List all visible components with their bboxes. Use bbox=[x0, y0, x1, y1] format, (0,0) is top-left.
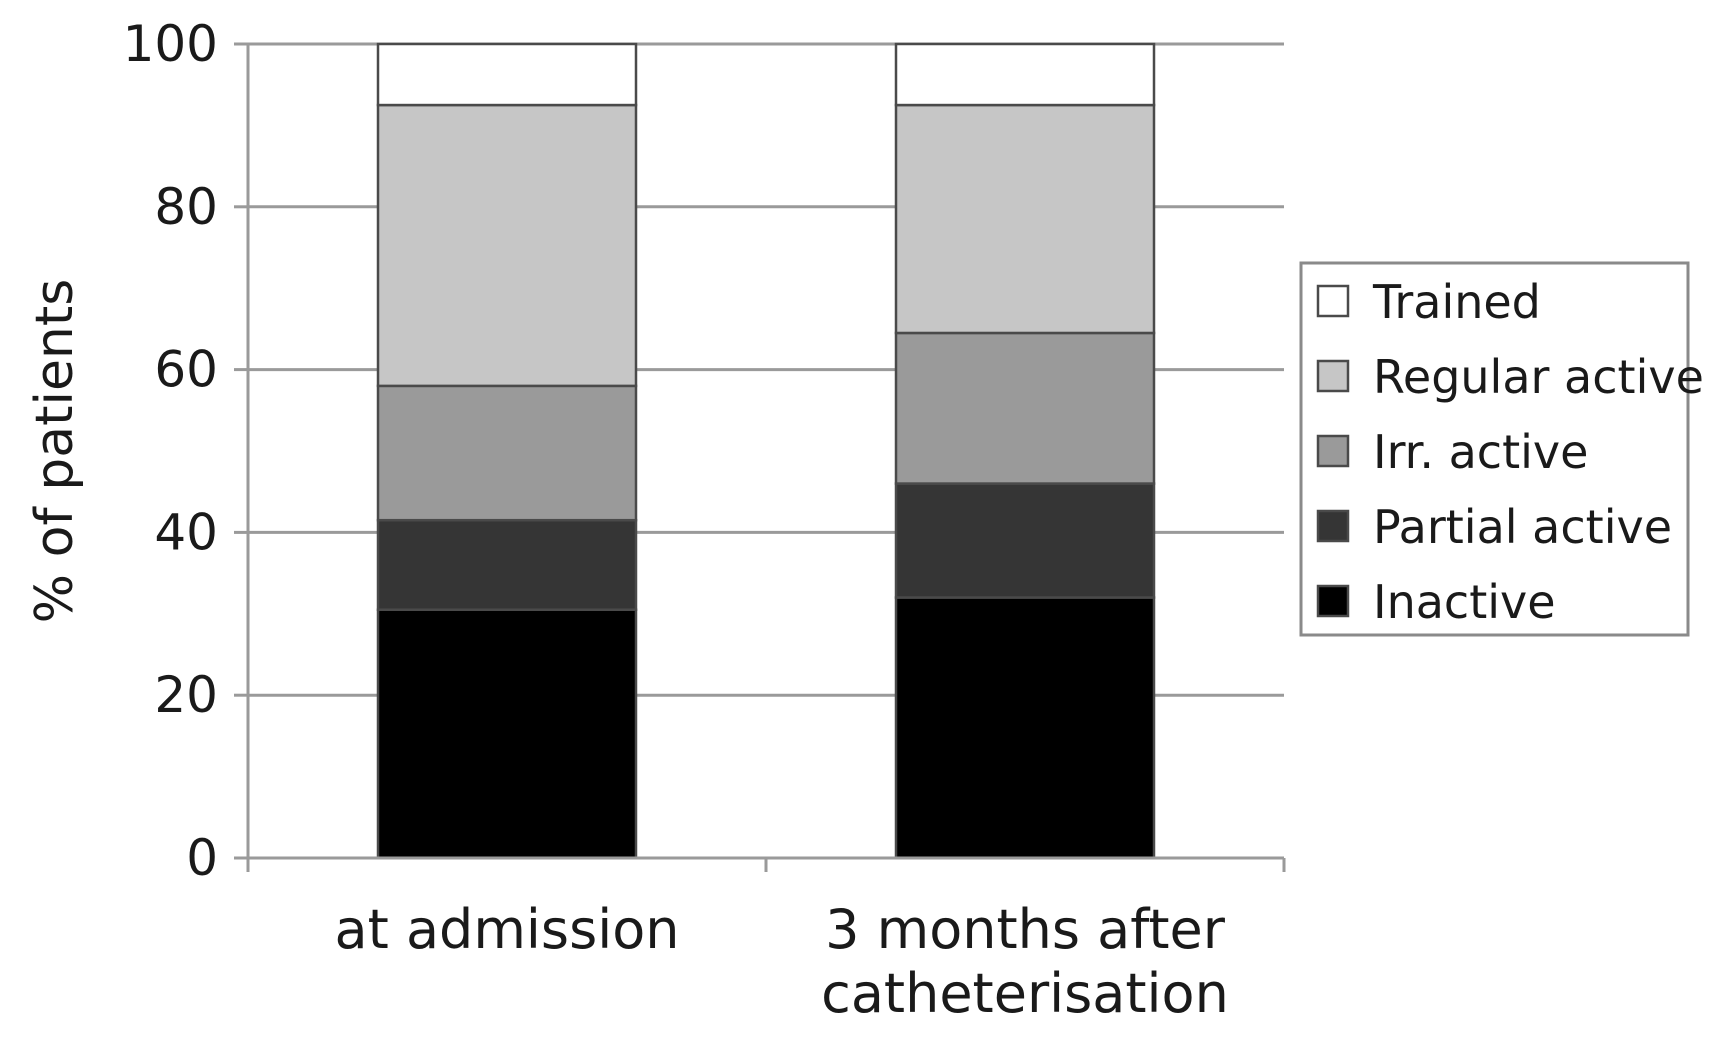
x-category-label: 3 months after bbox=[825, 898, 1226, 961]
legend-label: Irr. active bbox=[1373, 425, 1588, 479]
bar-segment-regular-active bbox=[894, 103, 1156, 335]
legend-swatch bbox=[1316, 584, 1350, 618]
y-tick-label: 20 bbox=[154, 666, 218, 724]
legend-label: Regular active bbox=[1373, 350, 1704, 404]
legend-label: Partial active bbox=[1373, 500, 1672, 554]
bar-stacks bbox=[376, 42, 1156, 860]
x-category-labels: at admission 3 months aftercatheterisatio… bbox=[335, 898, 1229, 1025]
y-tick-label: 60 bbox=[154, 341, 218, 399]
bar-segment-trained bbox=[894, 42, 1156, 107]
y-axis-label: % of patients bbox=[25, 279, 85, 624]
legend-box bbox=[1299, 261, 1690, 637]
bar-segment-regular-active bbox=[376, 103, 638, 388]
bar-segment-partial-active bbox=[376, 518, 638, 611]
y-tick-label: 80 bbox=[154, 178, 218, 236]
y-tick-label: 0 bbox=[186, 829, 218, 887]
bar-segment-irr-active bbox=[376, 384, 638, 522]
legend: Trained Regular active Irr. active Partial … bbox=[1299, 261, 1704, 637]
x-category-label: at admission bbox=[335, 898, 680, 961]
legend-swatch bbox=[1316, 509, 1350, 543]
legend-label: Trained bbox=[1372, 275, 1541, 329]
bar-segment-inactive bbox=[376, 608, 638, 860]
y-tick-labels: 0 20 40 60 80 100 bbox=[123, 15, 1286, 887]
bar-segment-inactive bbox=[894, 596, 1156, 860]
bar-segment-irr-active bbox=[894, 331, 1156, 485]
legend-swatch bbox=[1316, 284, 1350, 318]
y-tick-label: 40 bbox=[154, 503, 218, 561]
y-tick-label: 100 bbox=[123, 15, 218, 73]
bar-segment-partial-active bbox=[894, 482, 1156, 599]
legend-swatch bbox=[1316, 434, 1350, 468]
legend-swatch bbox=[1316, 359, 1350, 393]
x-category-label: catheterisation bbox=[821, 962, 1229, 1025]
bar-segment-trained bbox=[376, 42, 638, 107]
legend-label: Inactive bbox=[1373, 575, 1556, 629]
